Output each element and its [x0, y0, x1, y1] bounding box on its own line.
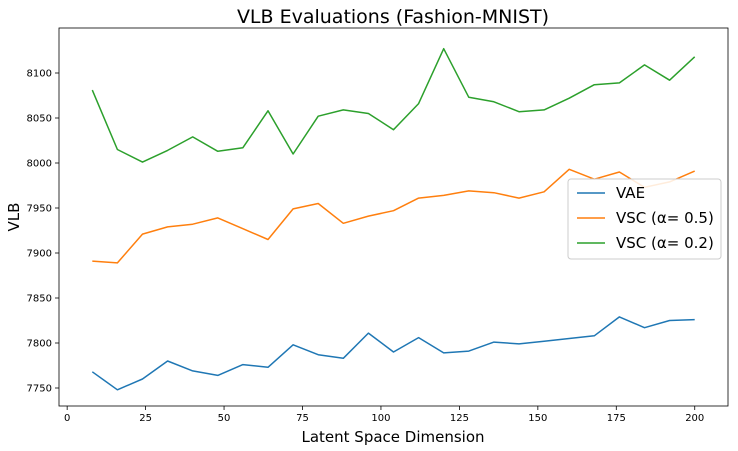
x-axis: 0 25 50 75 100 125 150 175 200 [64, 406, 704, 424]
plot-frame [58, 27, 729, 407]
y-axis-label: VLB [5, 203, 23, 232]
legend-box [567, 178, 722, 260]
x-tick-label: 100 [371, 413, 390, 424]
x-axis-label: Latent Space Dimension [301, 428, 484, 446]
y-axis: 7750 7800 7850 7900 7950 8000 8050 8100 [27, 69, 59, 395]
y-tick-label: 8100 [27, 69, 52, 80]
legend-label: VSC (α= 0.2) [616, 234, 714, 252]
y-tick-label: 8050 [27, 114, 52, 125]
y-tick-label: 7900 [27, 249, 52, 260]
series-line [91, 47, 696, 163]
legend-label: VAE [616, 184, 645, 202]
series-line [91, 316, 695, 391]
y-tick-label: 8000 [27, 159, 52, 170]
y-tick-label: 7850 [27, 294, 52, 305]
y-tick-label: 7800 [27, 339, 52, 350]
x-tick-label: 0 [64, 413, 70, 424]
x-tick-label: 25 [139, 413, 152, 424]
x-tick-label: 175 [607, 413, 626, 424]
x-tick-label: 150 [528, 413, 547, 424]
chart-title: VLB Evaluations (Fashion-MNIST) [237, 6, 549, 28]
x-tick-label: 50 [218, 413, 231, 424]
legend: VAE VSC (α= 0.5) VSC (α= 0.2) [567, 178, 722, 260]
y-tick-label: 7750 [27, 384, 52, 395]
x-tick-label: 200 [685, 413, 704, 424]
x-tick-label: 125 [450, 413, 469, 424]
y-tick-label: 7950 [27, 204, 52, 215]
x-tick-label: 75 [296, 413, 309, 424]
legend-label: VSC (α= 0.5) [616, 209, 714, 227]
